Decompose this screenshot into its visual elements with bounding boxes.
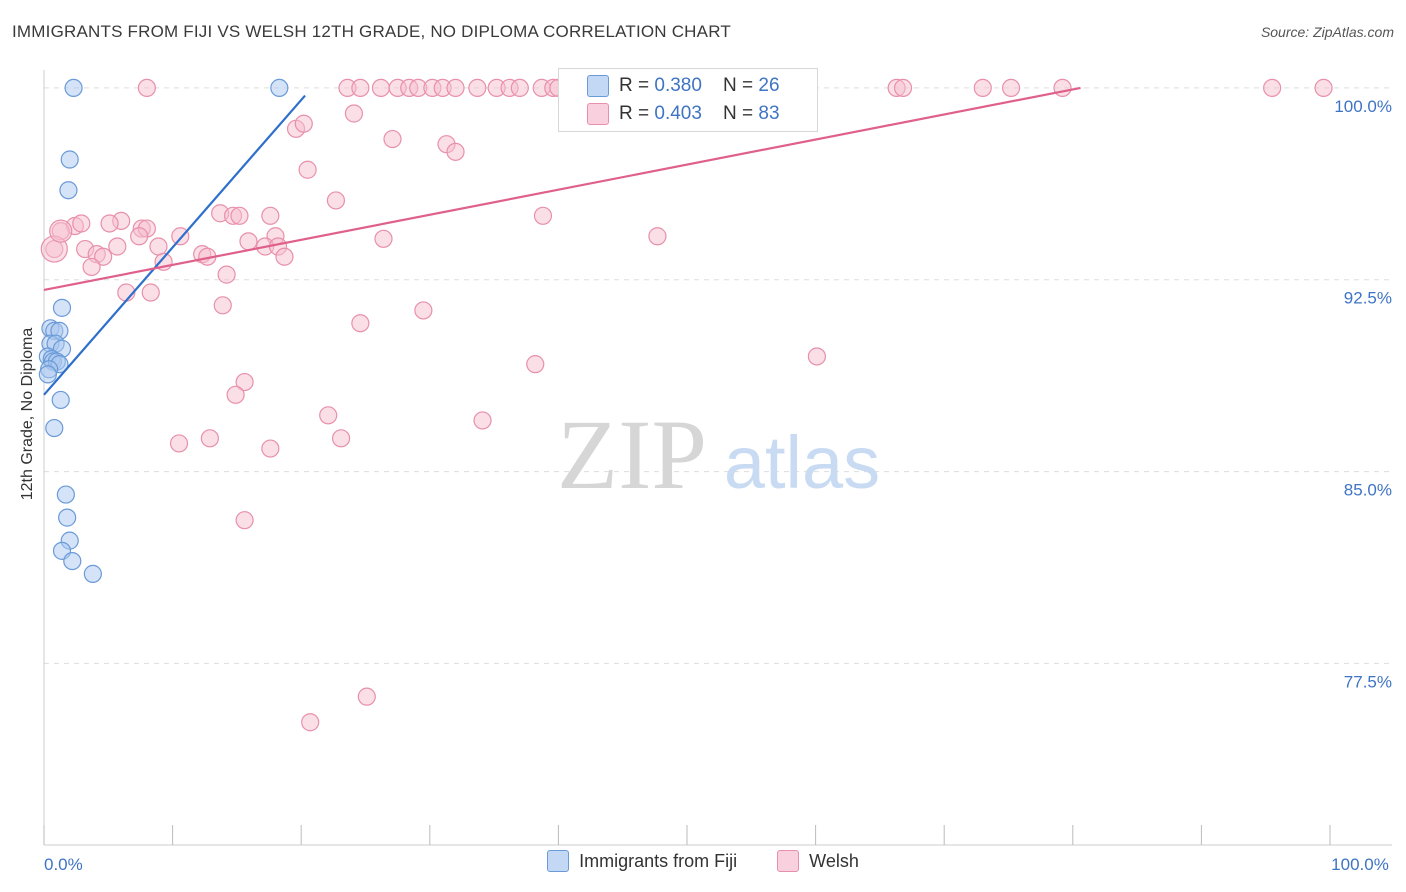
- fiji-point: [60, 150, 79, 169]
- stats-text-welsh: R = 0.403 N = 83: [619, 103, 780, 124]
- x-tick-label: 100.0%: [1331, 855, 1389, 874]
- legend: Immigrants from Fiji Welsh: [0, 850, 1406, 872]
- welsh-point: [331, 429, 351, 448]
- y-tick-label: 92.5%: [1344, 289, 1392, 308]
- welsh-point: [648, 227, 667, 246]
- welsh-point: [1053, 78, 1072, 98]
- legend-fiji-swatch-icon: [547, 850, 570, 872]
- welsh-trend-line: [43, 86, 1081, 292]
- welsh-point: [301, 713, 320, 732]
- fiji-point: [52, 298, 72, 317]
- welsh-point: [1263, 78, 1282, 98]
- welsh-point: [230, 206, 249, 225]
- fiji-swatch-icon: [587, 75, 609, 97]
- watermark-zip: ZIP: [557, 399, 707, 510]
- welsh-point: [351, 78, 370, 98]
- welsh-point: [200, 429, 219, 448]
- y-tick-label: 77.5%: [1344, 672, 1392, 691]
- welsh-point: [213, 296, 232, 315]
- welsh-point: [49, 219, 73, 243]
- tick-labels: 100.0% 92.5% 85.0% 77.5% 0.0% 100.0%: [44, 97, 1392, 874]
- welsh-point: [807, 347, 826, 366]
- fiji-trend-line: [43, 94, 306, 396]
- welsh-point: [261, 206, 280, 225]
- source-label: Source: ZipAtlas.com: [1260, 24, 1394, 40]
- welsh-point: [1314, 78, 1333, 98]
- watermark-atlas: atlas: [724, 421, 880, 504]
- welsh-point: [171, 227, 190, 246]
- welsh-point: [526, 355, 545, 374]
- watermark: ZIP atlas: [557, 399, 880, 510]
- fiji-points: [38, 78, 289, 583]
- welsh-point: [473, 411, 492, 430]
- fiji-point: [270, 78, 289, 98]
- axes: [43, 70, 1392, 846]
- welsh-point: [319, 406, 338, 425]
- welsh-point: [235, 511, 254, 530]
- fiji-point: [51, 390, 70, 410]
- chart-title: IMMIGRANTS FROM FIJI VS WELSH 12TH GRADE…: [12, 22, 731, 41]
- legend-welsh-swatch-icon: [777, 850, 800, 872]
- fiji-point: [45, 418, 64, 438]
- welsh-point: [149, 237, 168, 256]
- y-axis-label-wrap: 12th Grade, No Diploma: [10, 180, 40, 660]
- welsh-point: [235, 372, 254, 392]
- welsh-point: [973, 78, 992, 98]
- welsh-point: [468, 78, 487, 98]
- welsh-point: [72, 214, 91, 233]
- fiji-point: [83, 564, 102, 583]
- trend-lines: [43, 86, 1081, 396]
- fiji-point: [38, 365, 57, 384]
- fiji-point: [64, 78, 83, 98]
- welsh-point: [137, 78, 156, 98]
- welsh-point: [226, 385, 245, 404]
- welsh-point: [374, 229, 393, 248]
- welsh-swatch-icon: [587, 103, 609, 125]
- welsh-point: [298, 160, 317, 179]
- welsh-point: [294, 114, 313, 133]
- welsh-point: [82, 257, 101, 277]
- welsh-point: [383, 129, 402, 149]
- fiji-point: [59, 181, 78, 200]
- welsh-point: [446, 142, 465, 161]
- welsh-point: [1001, 78, 1021, 98]
- welsh-point: [130, 227, 149, 246]
- fiji-point: [63, 551, 82, 571]
- y-axis-label: 12th Grade, No Diploma: [19, 327, 36, 501]
- welsh-point: [414, 301, 433, 320]
- legend-welsh-label: Welsh: [809, 850, 859, 871]
- welsh-point: [100, 214, 119, 233]
- welsh-point: [533, 206, 553, 225]
- welsh-point: [239, 232, 258, 251]
- welsh-point: [275, 247, 294, 266]
- y-tick-label: 100.0%: [1334, 97, 1392, 116]
- welsh-point: [371, 78, 391, 98]
- welsh-point: [357, 687, 376, 706]
- legend-item-welsh[interactable]: Welsh: [777, 850, 859, 872]
- welsh-point: [446, 78, 465, 98]
- welsh-point: [326, 191, 346, 210]
- welsh-point: [510, 78, 529, 98]
- stats-box: R = 0.380 N = 26 R = 0.403 N = 83: [558, 68, 818, 132]
- welsh-point: [94, 247, 113, 266]
- welsh-point: [261, 439, 280, 458]
- stats-text-fiji: R = 0.380 N = 26: [619, 75, 780, 96]
- welsh-point: [351, 314, 370, 333]
- welsh-point: [344, 104, 364, 123]
- x-tick-label: 0.0%: [44, 855, 83, 874]
- legend-item-fiji[interactable]: Immigrants from Fiji: [547, 850, 737, 872]
- legend-fiji-label: Immigrants from Fiji: [579, 850, 738, 871]
- welsh-point: [108, 237, 127, 256]
- y-tick-label: 85.0%: [1344, 481, 1392, 500]
- welsh-point: [893, 78, 913, 98]
- fiji-point: [58, 508, 77, 527]
- welsh-point: [169, 434, 189, 453]
- welsh-point: [141, 283, 160, 302]
- welsh-point: [217, 265, 236, 284]
- fiji-point: [56, 485, 75, 504]
